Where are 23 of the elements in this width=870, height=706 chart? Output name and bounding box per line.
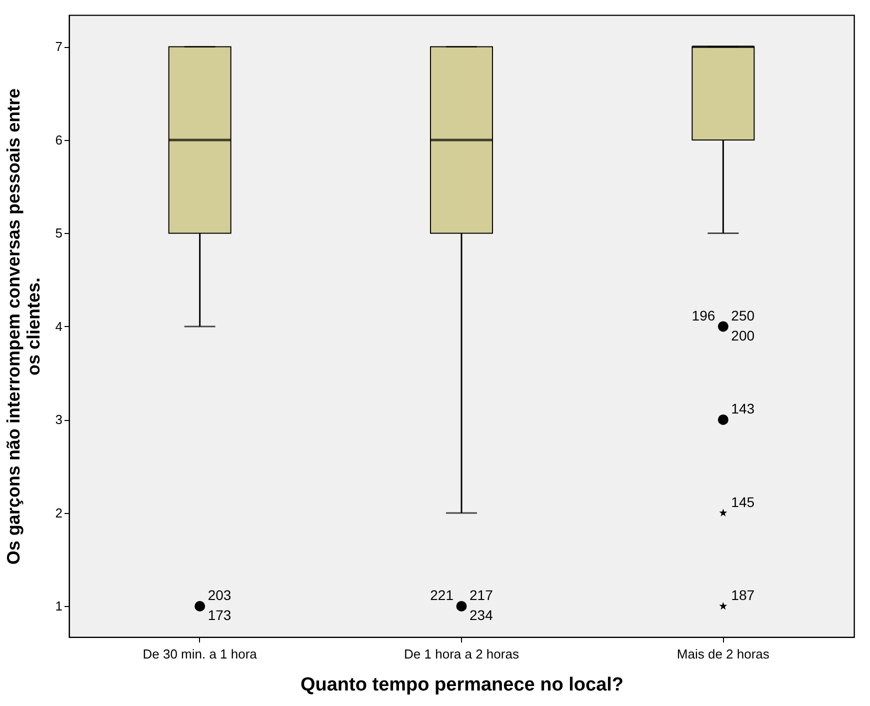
annotation: 187 <box>731 587 755 604</box>
y-tick-label: 5 <box>55 226 62 241</box>
annotation: 143 <box>731 400 755 417</box>
annotation: 234 <box>470 607 494 624</box>
annotation: 200 <box>731 327 755 344</box>
y-tick-label: 1 <box>55 598 62 614</box>
x-tick-label: De 1 hora a 2 horas <box>404 646 520 662</box>
annotation: 217 <box>470 587 494 604</box>
y-tick-label: 2 <box>55 505 62 520</box>
y-tick-label: 6 <box>55 132 62 148</box>
y-tick-label: 4 <box>55 318 62 334</box>
annotation: 196 <box>692 307 716 324</box>
annotation: 173 <box>208 607 232 624</box>
x-tick-label: De 30 min. a 1 hora <box>142 646 258 662</box>
annotation: 145 <box>731 494 755 510</box>
annotation: 221 <box>430 587 454 604</box>
x-axis-title: Quanto tempo permanece no local? <box>300 674 624 696</box>
annotation: 250 <box>731 307 755 324</box>
y-tick-label: 3 <box>55 412 62 428</box>
y-axis-title: Os garçons não interrompem conversas pessoais entre os clientes. <box>3 88 44 565</box>
x-tick-label: Mais de 2 horas <box>676 646 770 662</box>
y-tick-label: 7 <box>55 39 62 54</box>
annotation: 203 <box>208 587 232 604</box>
